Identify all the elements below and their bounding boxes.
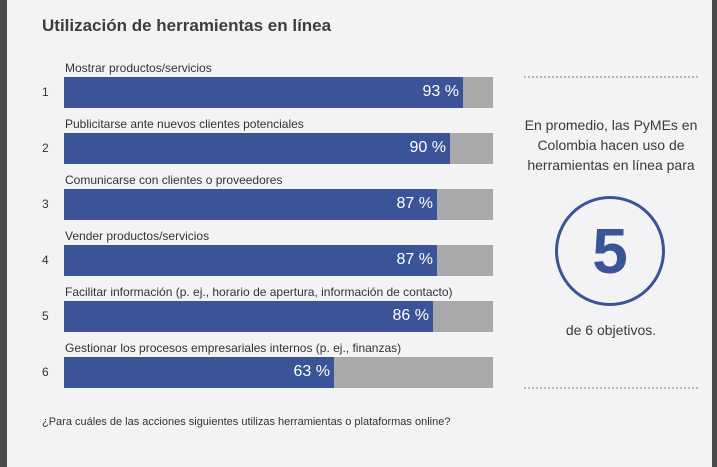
dotted-divider-top [524,76,698,78]
bar [64,133,450,164]
bar-value-label: 87 % [396,251,433,268]
rank-number: 4 [42,253,49,267]
bar-value-label: 86 % [392,307,429,324]
category-label: Publicitarse ante nuevos clientes potenc… [65,117,304,131]
bar-row: Gestionar los procesos empresariales int… [0,341,500,397]
category-label: Facilitar información (p. ej., horario d… [65,285,453,299]
left-frame-border [0,0,7,467]
bar-row: Vender productos/servicios 4 87 % [0,229,500,285]
rank-number: 1 [42,85,49,99]
category-label: Gestionar los procesos empresariales int… [65,341,402,355]
chart-title: Utilización de herramientas en línea [42,16,332,35]
highlight-circle: 5 [555,196,665,306]
summary-text: En promedio, las PyMEs en Colombia hacen… [524,117,698,173]
rank-number: 2 [42,141,49,155]
bar-row: Comunicarse con clientes o proveedores 3 8… [0,173,500,229]
summary-subtext: de 6 objetivos. [565,322,657,338]
bar [64,301,433,332]
category-label: Comunicarse con clientes o proveedores [65,173,283,187]
rank-number: 6 [42,365,49,379]
bar-value-label: 93 % [422,83,459,100]
highlight-number: 5 [592,215,628,287]
bar-track: 86 % [64,301,493,332]
survey-question-footnote: ¿Para cuáles de las acciones siguientes … [42,416,451,428]
category-label: Mostrar productos/servicios [65,61,212,75]
bar-value-label: 63 % [293,363,330,380]
bar [64,245,437,276]
bar-track: 87 % [64,189,493,220]
rank-number: 3 [42,197,49,211]
bar-track: 87 % [64,245,493,276]
bar-row: Facilitar información (p. ej., horario d… [0,285,500,341]
bar-value-label: 87 % [396,195,433,212]
bar [64,357,334,388]
category-label: Vender productos/servicios [65,229,210,243]
bar-track: 63 % [64,357,493,388]
bar-row: Mostrar productos/servicios 1 93 % [0,61,500,117]
bar-value-label: 90 % [409,139,446,156]
bar-row: Publicitarse ante nuevos clientes potenc… [0,117,500,173]
right-frame-border [712,0,717,467]
summary-panel: En promedio, las PyMEs en Colombia hacen… [524,76,698,389]
bar-track: 93 % [64,77,493,108]
dotted-divider-bottom [524,387,698,389]
rank-number: 5 [42,309,49,323]
bar [64,77,463,108]
bar-track: 90 % [64,133,493,164]
bar [64,189,437,220]
